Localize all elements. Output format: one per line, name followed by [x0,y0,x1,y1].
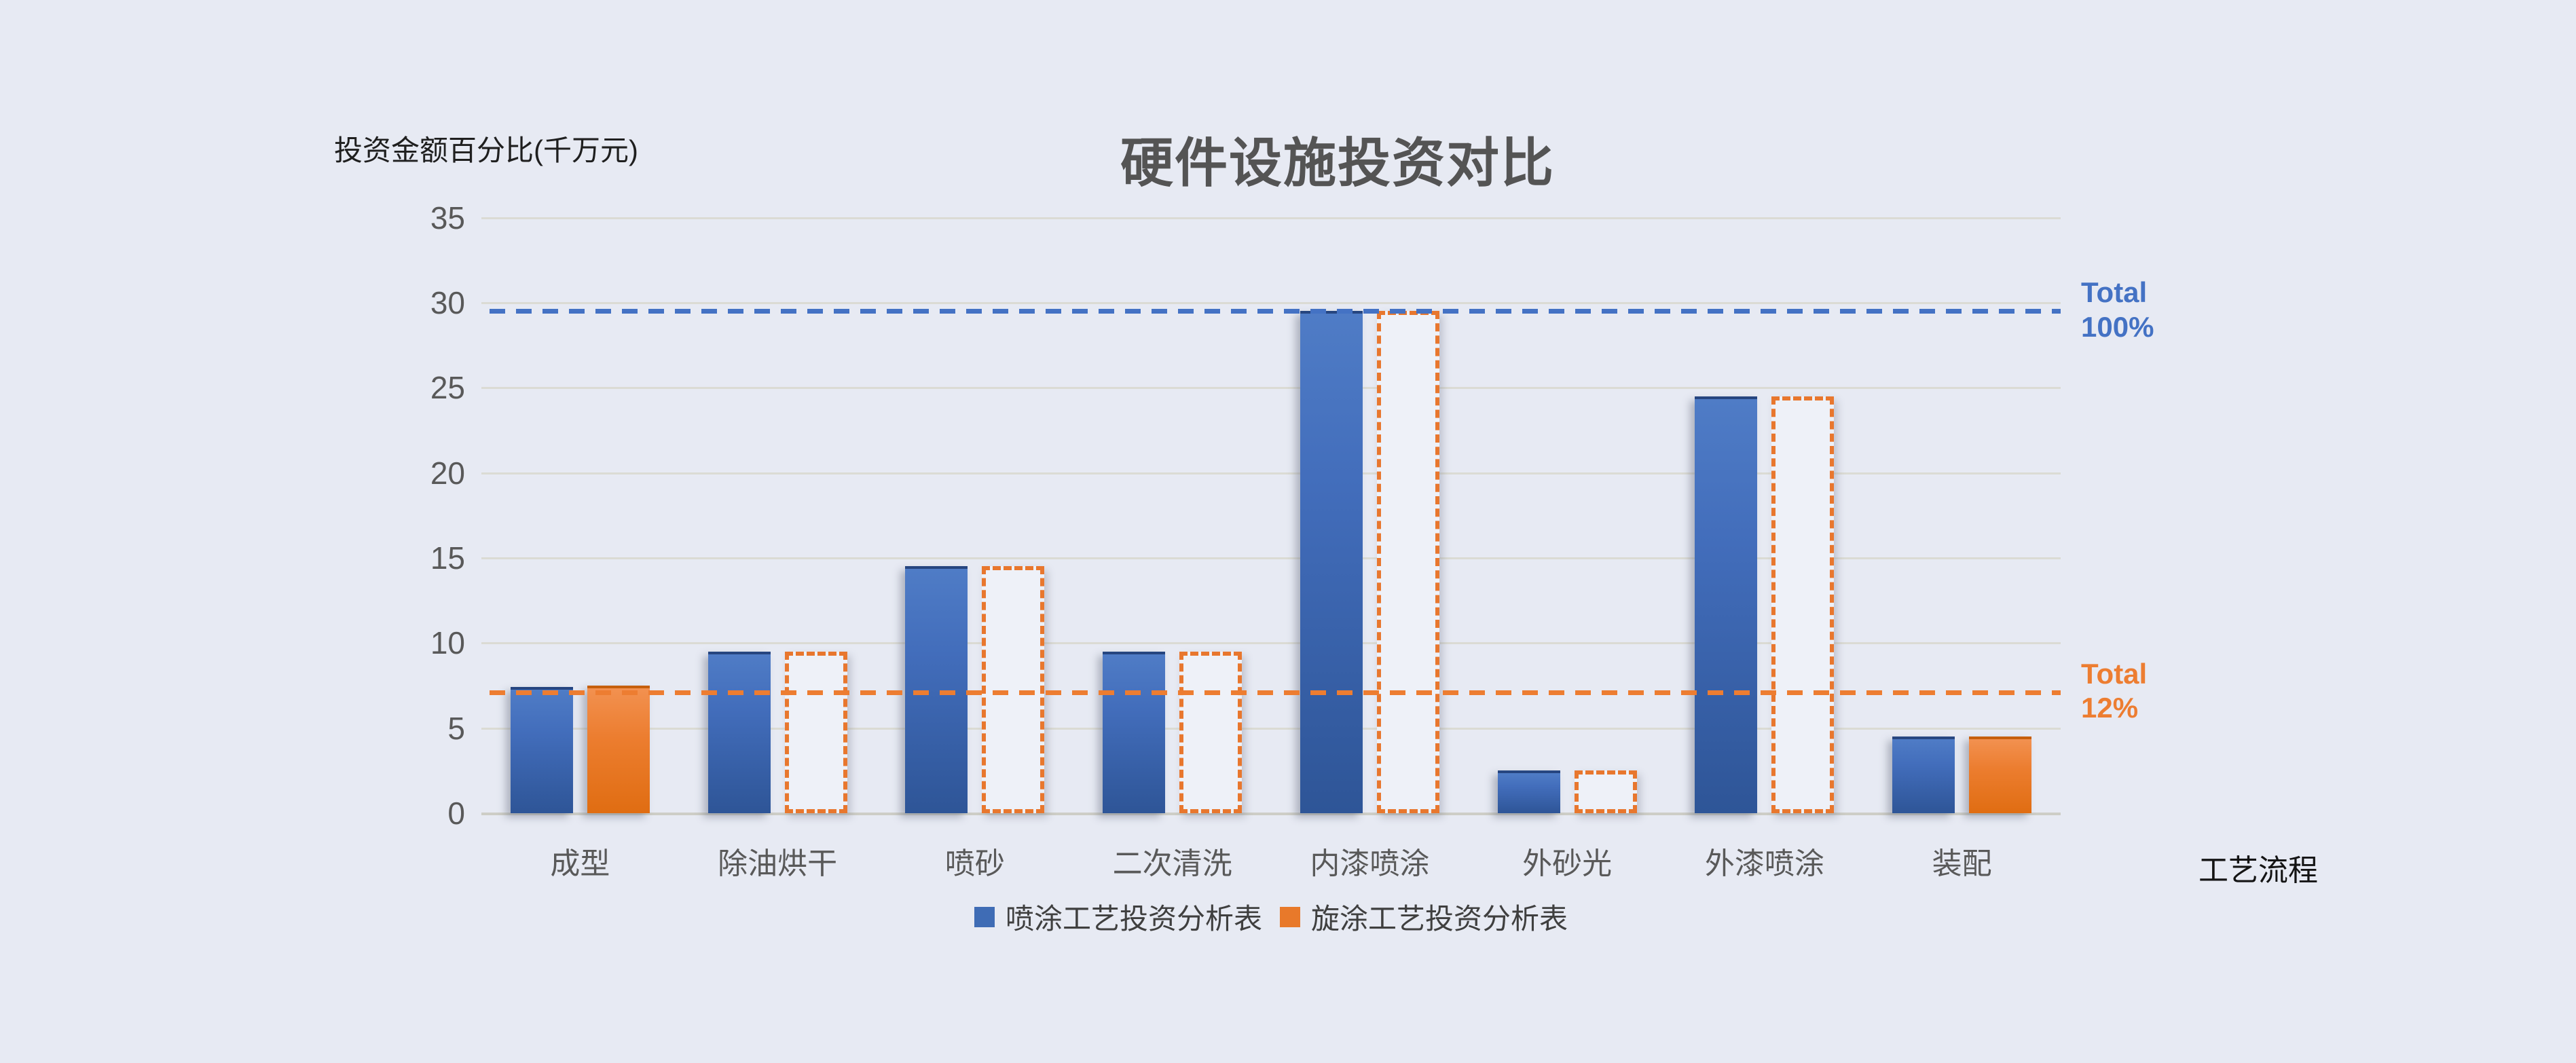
bar-series-2-cat-2[interactable] [982,566,1045,813]
bar-series-1-cat-2[interactable] [905,566,968,813]
y-tick-label-30: 30 [430,284,465,320]
reference-line-label-2: Total 12% [2081,658,2148,724]
bar-series-1-cat-7[interactable] [1892,736,1955,813]
gridline-35 [481,217,2061,219]
y-tick-label-20: 20 [430,455,465,491]
x-category-label-7: 装配 [1932,847,1992,880]
gridline-25 [481,387,2061,390]
legend: 喷涂工艺投资分析表 旋涂工艺投资分析表 [481,896,2061,937]
bar-series-2-cat-1[interactable] [784,651,847,813]
x-category-label-5: 外砂光 [1522,847,1613,880]
legend-marker-orange-icon [1280,906,1300,927]
gridline-5 [481,727,2061,730]
y-tick-label-35: 35 [430,200,465,236]
x-category-label-2: 喷砂 [944,847,1005,880]
y-tick-label-25: 25 [430,370,465,406]
legend-item-series-1[interactable]: 喷涂工艺投资分析表 [974,896,1262,937]
y-tick-label-15: 15 [430,540,465,576]
reference-line-label-1: Total 100% [2081,276,2154,343]
bar-series-2-cat-4[interactable] [1376,311,1439,813]
x-category-label-6: 外漆喷涂 [1704,847,1824,880]
y-tick-label-10: 10 [430,625,465,661]
y-axis-title: 投资金额百分比(千万元) [334,134,638,166]
bar-series-1-cat-4[interactable] [1300,311,1363,813]
legend-item-series-2[interactable]: 旋涂工艺投资分析表 [1280,896,1568,937]
chart-title: 硬件设施投资对比 [1120,133,1555,193]
x-category-label-0: 成型 [550,847,610,880]
x-category-label-4: 内漆喷涂 [1310,847,1430,880]
gridline-30 [481,301,2061,304]
reference-line-2 [490,690,2061,695]
x-category-label-3: 二次清洗 [1112,847,1232,880]
gridline-10 [481,642,2061,645]
bar-series-2-cat-5[interactable] [1574,770,1637,813]
x-category-label-1: 除油烘干 [718,847,838,880]
x-axis-title: 工艺流程 [2198,854,2318,887]
legend-label-series-1: 喷涂工艺投资分析表 [1005,903,1262,935]
bar-series-2-cat-7[interactable] [1969,736,2032,813]
bar-series-1-cat-6[interactable] [1695,396,1758,813]
reference-line-1 [490,309,2061,314]
bar-series-1-cat-1[interactable] [707,651,771,813]
bar-series-1-cat-0[interactable] [510,687,573,813]
bar-series-2-cat-0[interactable] [587,685,650,813]
gridline-20 [481,472,2061,474]
bar-series-2-cat-3[interactable] [1179,651,1243,813]
legend-marker-blue-icon [974,906,995,927]
y-tick-label-5: 5 [447,710,465,746]
gridline-0 [481,813,2061,815]
y-tick-label-0: 0 [447,796,465,831]
bar-series-1-cat-3[interactable] [1103,651,1166,813]
legend-label-series-2: 旋涂工艺投资分析表 [1311,903,1568,935]
bar-series-1-cat-5[interactable] [1497,770,1560,813]
bar-series-2-cat-6[interactable] [1771,396,1835,813]
gridline-15 [481,557,2061,559]
